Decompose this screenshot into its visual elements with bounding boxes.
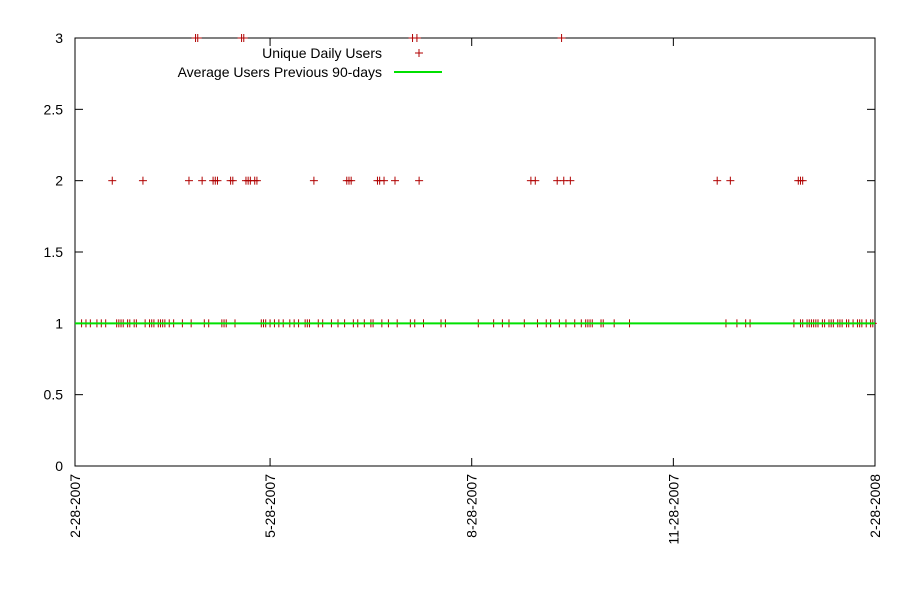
y-tick-label: 1.5 [44, 244, 64, 260]
y-tick-label: 0 [55, 458, 63, 474]
data-point [228, 176, 237, 185]
data-point [193, 34, 202, 42]
y-tick-label: 2 [55, 173, 63, 189]
data-point [391, 176, 399, 185]
data-point [566, 176, 575, 185]
y-tick-label: 3 [55, 30, 63, 46]
legend-label-unique-daily-users: Unique Daily Users [262, 45, 382, 61]
data-point [415, 176, 424, 185]
x-tick-label: 2-28-2008 [867, 474, 883, 538]
data-point [252, 176, 261, 185]
data-point [309, 176, 318, 185]
y-tick-label: 1 [55, 315, 63, 331]
x-axis: 2-28-2007 5-28-2007 8-28-2007 11-28-2007 2-2… [67, 38, 883, 545]
x-tick-label: 8-28-2007 [464, 474, 480, 538]
data-point [557, 34, 566, 42]
data-point [213, 176, 222, 185]
data-point [531, 176, 540, 185]
y-tick-label: 0.5 [44, 387, 64, 403]
data-point [108, 176, 117, 185]
data-point [138, 176, 147, 185]
y-tick-label: 2.5 [44, 101, 64, 117]
data-point [198, 176, 207, 185]
data-point [239, 34, 248, 42]
x-tick-label: 5-28-2007 [262, 474, 278, 538]
x-tick-label: 11-28-2007 [665, 474, 681, 545]
legend-label-average-users: Average Users Previous 90-days [178, 64, 382, 80]
x-tick-label: 2-28-2007 [67, 474, 83, 538]
data-point [184, 176, 193, 185]
plot-frame [74, 37, 876, 467]
data-point [726, 176, 735, 185]
data-point [798, 176, 807, 185]
y-axis: 0 0.5 1 1.5 2 2.5 3 [44, 30, 875, 474]
legend-marker-plus [415, 49, 423, 57]
legend: Unique Daily Users Average Users Previou… [178, 45, 442, 80]
data-point [380, 176, 389, 185]
data-point [347, 176, 356, 185]
data-point [713, 176, 722, 185]
data-point [412, 34, 421, 42]
